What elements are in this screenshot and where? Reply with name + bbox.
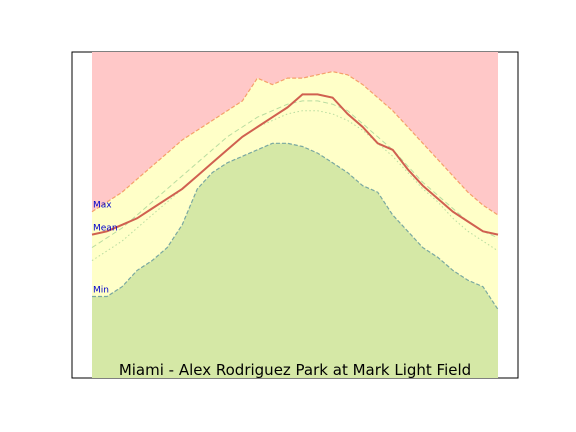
band-labels: Max Mean Min: [93, 201, 118, 296]
series-lines: [91, 70, 499, 310]
mean-line: [91, 93, 499, 236]
area-below-min: [92, 143, 498, 378]
min-line: [92, 142, 499, 310]
aux-upper-line: [91, 100, 499, 249]
band-label-min: Min: [93, 286, 109, 296]
band-label-max: Max: [93, 201, 112, 211]
chart-title: Miami - Alex Rodriguez Park at Mark Ligh…: [119, 361, 471, 379]
aux-lower-line: [91, 110, 499, 262]
band-areas: [92, 52, 498, 378]
area-max-to-min: [92, 71, 498, 310]
area-above-max: [92, 52, 498, 215]
max-line: [91, 70, 499, 216]
band-label-mean: Mean: [93, 224, 118, 234]
